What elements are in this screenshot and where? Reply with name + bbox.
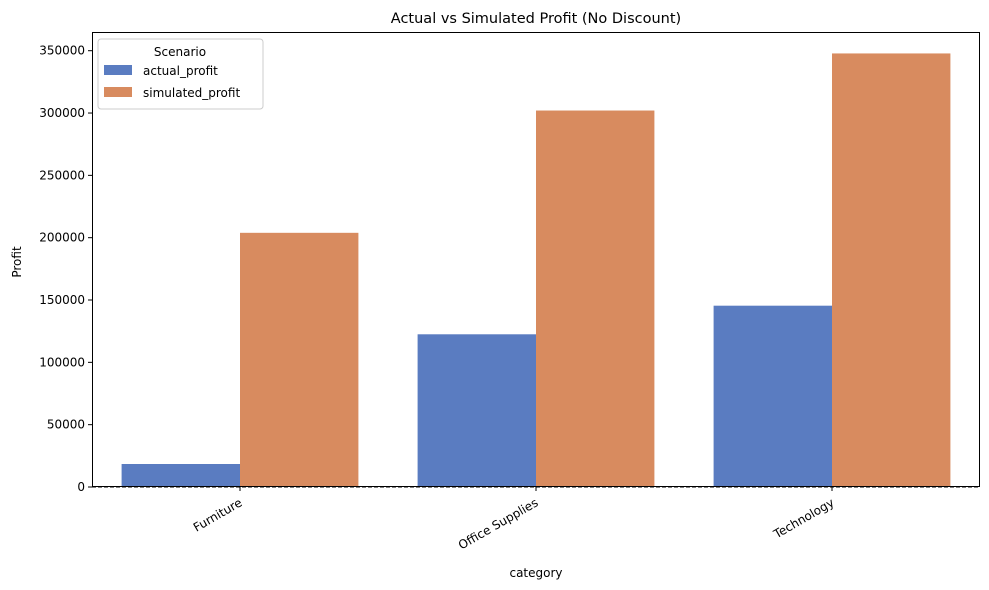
legend-label-simulated-profit: simulated_profit [143, 86, 240, 100]
bar-actual-profit-furniture [121, 464, 240, 487]
y-tick-label: 200000 [39, 231, 85, 245]
bar-actual-profit-office-supplies [417, 334, 536, 487]
legend-swatch-actual-profit [104, 65, 132, 75]
legend-swatch-simulated-profit [104, 87, 132, 97]
y-axis-label: Profit [10, 246, 24, 278]
bar-simulated-profit-technology [832, 53, 951, 487]
y-tick-label: 100000 [39, 355, 85, 369]
bar-simulated-profit-furniture [240, 232, 359, 487]
plot-frame [92, 32, 980, 487]
y-tick-label: 250000 [39, 168, 85, 182]
plot-area: 0 50000 100000 150000 200000 250000 300000 3500… [39, 32, 980, 552]
bar-simulated-profit-office-supplies [536, 110, 655, 487]
y-tick-label: 350000 [39, 44, 85, 58]
legend-label-actual-profit: actual_profit [143, 64, 218, 78]
legend-frame [97, 38, 264, 110]
x-tick-label: Office Supplies [456, 495, 541, 552]
y-tick-label: 150000 [39, 293, 85, 307]
x-tick-label: Technology [770, 495, 836, 541]
y-tick-label: 300000 [39, 106, 85, 120]
bar-actual-profit-technology [713, 305, 832, 487]
legend: Scenario actual_profit simulated_profit [97, 38, 264, 110]
x-tick-label: Furniture [191, 495, 245, 534]
y-tick-label: 0 [77, 480, 85, 494]
legend-title: Scenario [154, 45, 206, 59]
y-tick-label: 50000 [47, 418, 85, 432]
chart-title: Actual vs Simulated Profit (No Discount) [391, 11, 681, 27]
x-axis-label: category [509, 566, 562, 580]
